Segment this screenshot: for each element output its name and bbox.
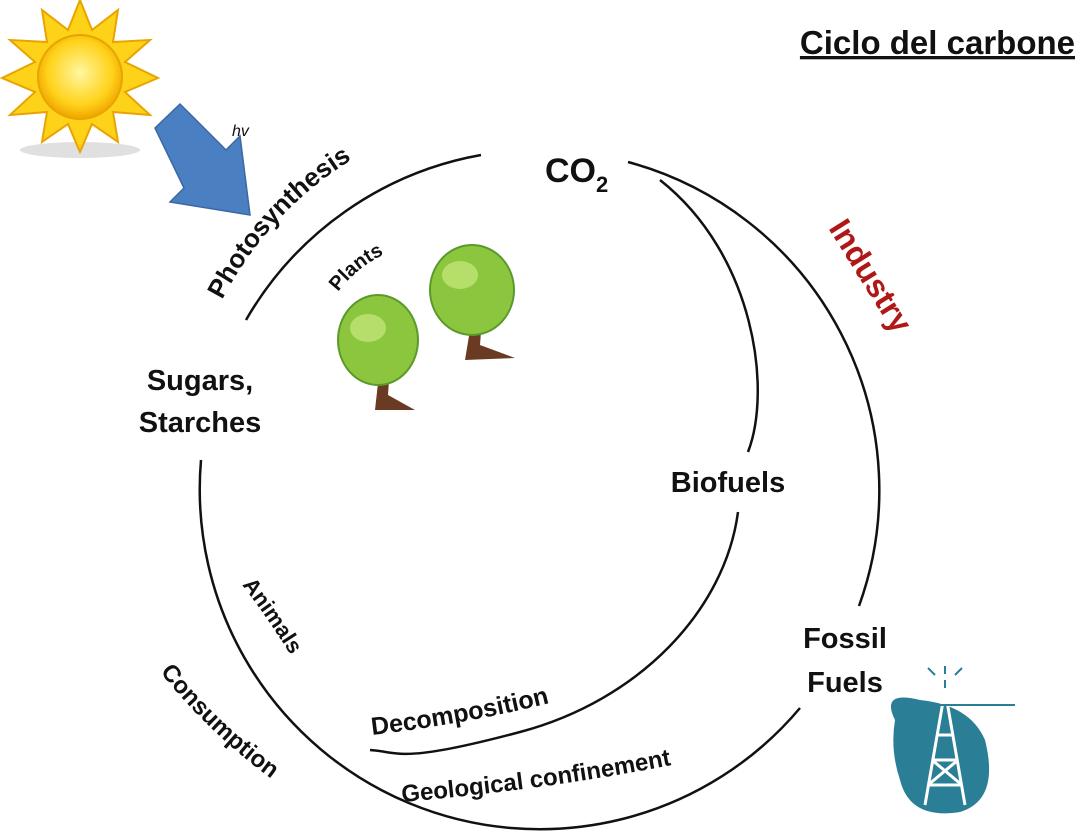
plants-path-text: Plants xyxy=(325,239,386,295)
outer-arc xyxy=(244,153,482,321)
consumption-label: Consumption xyxy=(155,659,284,784)
outer-arc xyxy=(198,459,801,831)
inner-arc xyxy=(659,179,759,453)
tree xyxy=(429,244,515,360)
oil-rig-icon xyxy=(890,666,1015,814)
light-arrow xyxy=(154,102,251,216)
outer-arc xyxy=(627,160,881,607)
starches-label: Starches xyxy=(139,407,262,439)
co2-subscript: 2 xyxy=(596,172,608,197)
light-label: hv xyxy=(232,123,250,140)
co2-text: CO xyxy=(545,152,596,190)
sun xyxy=(0,0,161,158)
fossil-label: Fossil xyxy=(803,623,887,655)
animals-path-text: Animals xyxy=(238,573,308,658)
inner-arc xyxy=(369,511,740,756)
biofuels-label: Biofuels xyxy=(671,467,785,499)
sugars-label: Sugars, xyxy=(147,365,253,397)
consumption-path-text: Consumption xyxy=(155,659,284,784)
tree xyxy=(337,294,419,410)
co2-label: CO2 xyxy=(545,152,608,197)
geological-label: Geological confinement xyxy=(400,744,673,808)
industry-label: Industry xyxy=(822,213,920,339)
animals-label: Animals xyxy=(238,573,308,658)
geological-path-text: Geological confinement xyxy=(400,744,673,808)
title: Ciclo del carbone xyxy=(800,24,1075,61)
fuels-label: Fuels xyxy=(807,667,883,699)
plants-label: Plants xyxy=(325,239,386,295)
